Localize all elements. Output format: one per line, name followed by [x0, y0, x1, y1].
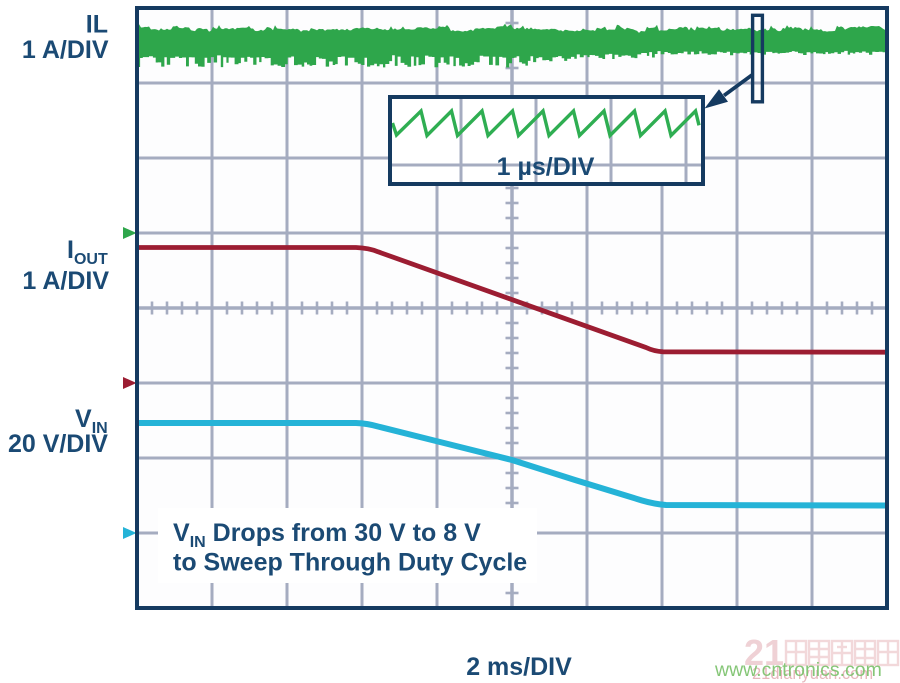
- svg-text:VIN Drops from 30 V to 8 V: VIN Drops from 30 V to 8 V: [173, 519, 481, 551]
- svg-text:IL: IL: [86, 11, 108, 39]
- svg-text:1 A/DIV: 1 A/DIV: [22, 267, 109, 295]
- svg-text:1 A/DIV: 1 A/DIV: [22, 36, 109, 64]
- svg-text:1 µs/DIV: 1 µs/DIV: [497, 153, 595, 181]
- svg-text:20 V/DIV: 20 V/DIV: [8, 430, 108, 458]
- svg-text:21dianyuan.com: 21dianyuan.com: [752, 665, 873, 683]
- svg-text:2 ms/DIV: 2 ms/DIV: [466, 653, 572, 681]
- svg-text:VIN: VIN: [75, 405, 108, 437]
- svg-text:www.cntronics.com: www.cntronics.com: [714, 659, 882, 681]
- svg-text:21: 21: [744, 632, 784, 673]
- svg-text:to Sweep Through Duty Cycle: to Sweep Through Duty Cycle: [173, 549, 527, 577]
